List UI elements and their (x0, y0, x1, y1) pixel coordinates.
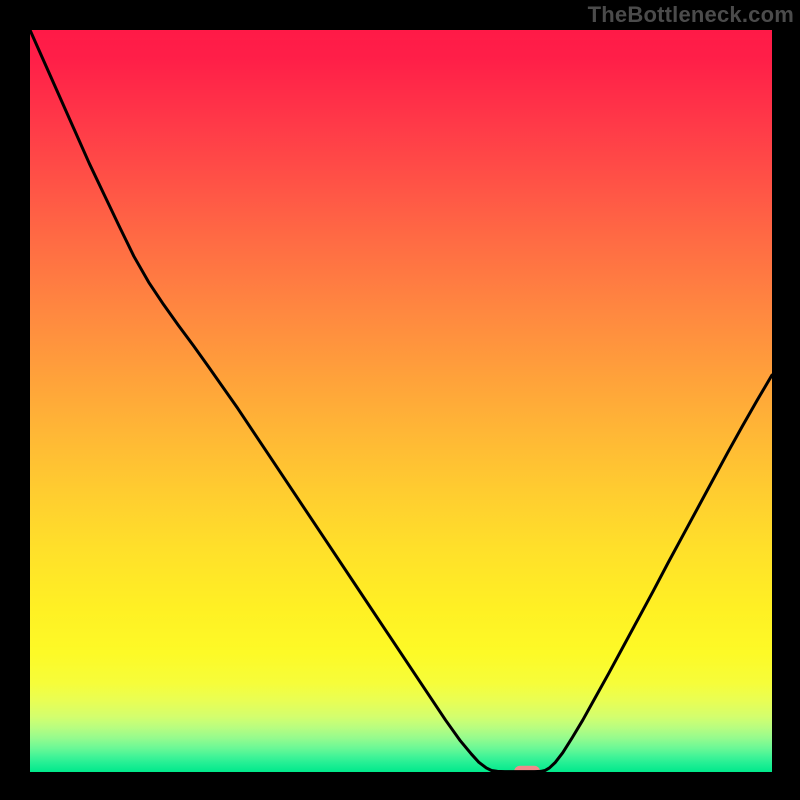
watermark-text: TheBottleneck.com (588, 2, 794, 28)
bottleneck-curve (30, 30, 772, 772)
bottleneck-line (30, 30, 772, 772)
figure-canvas: TheBottleneck.com (0, 0, 800, 800)
plot-area (30, 30, 772, 772)
